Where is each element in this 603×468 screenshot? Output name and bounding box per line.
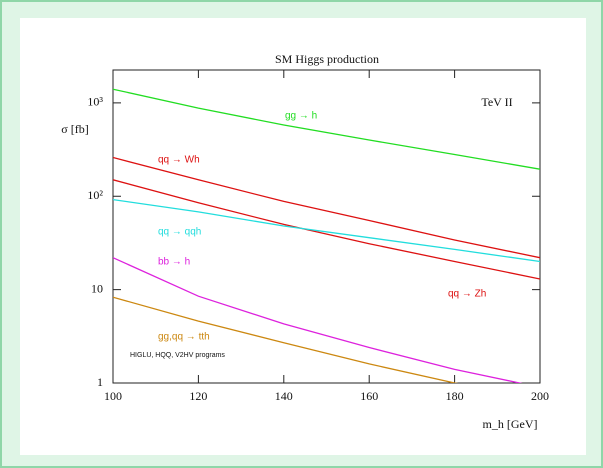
series-line — [113, 296, 459, 383]
series-label: qq → Zh — [448, 289, 486, 300]
series-line — [113, 179, 540, 280]
series-label: gg → h — [285, 111, 317, 122]
series-label: bb → h — [158, 257, 190, 268]
y-tick-label: 10 — [91, 281, 103, 295]
series-line — [113, 198, 540, 263]
note: HIGLU, HQQ, V2HV programs — [130, 352, 225, 359]
y-axis-label: σ [fb] — [61, 122, 88, 136]
series-label: qq → Wh — [158, 155, 200, 166]
series-label: qq → qqh — [158, 227, 201, 238]
y-tick-label: 10³ — [87, 95, 103, 109]
y-tick-label: 10² — [87, 188, 103, 202]
plot-frame — [112, 69, 541, 384]
x-tick-label: 200 — [531, 389, 549, 403]
annotation: TeV II — [481, 95, 512, 109]
chart-title: SM Higgs production — [275, 52, 379, 66]
x-tick-label: 120 — [189, 389, 207, 403]
x-tick-label: 140 — [275, 389, 293, 403]
series-line — [113, 88, 540, 170]
y-tick-label: 1 — [97, 375, 103, 389]
series-line — [113, 257, 523, 383]
x-tick-label: 180 — [446, 389, 464, 403]
panel — [20, 18, 586, 455]
x-tick-label: 100 — [104, 389, 122, 403]
x-axis-label: m_h [GeV] — [483, 417, 538, 431]
series-line — [113, 156, 540, 259]
series-label: gg,qq → tth — [158, 332, 210, 343]
x-tick-label: 160 — [360, 389, 378, 403]
